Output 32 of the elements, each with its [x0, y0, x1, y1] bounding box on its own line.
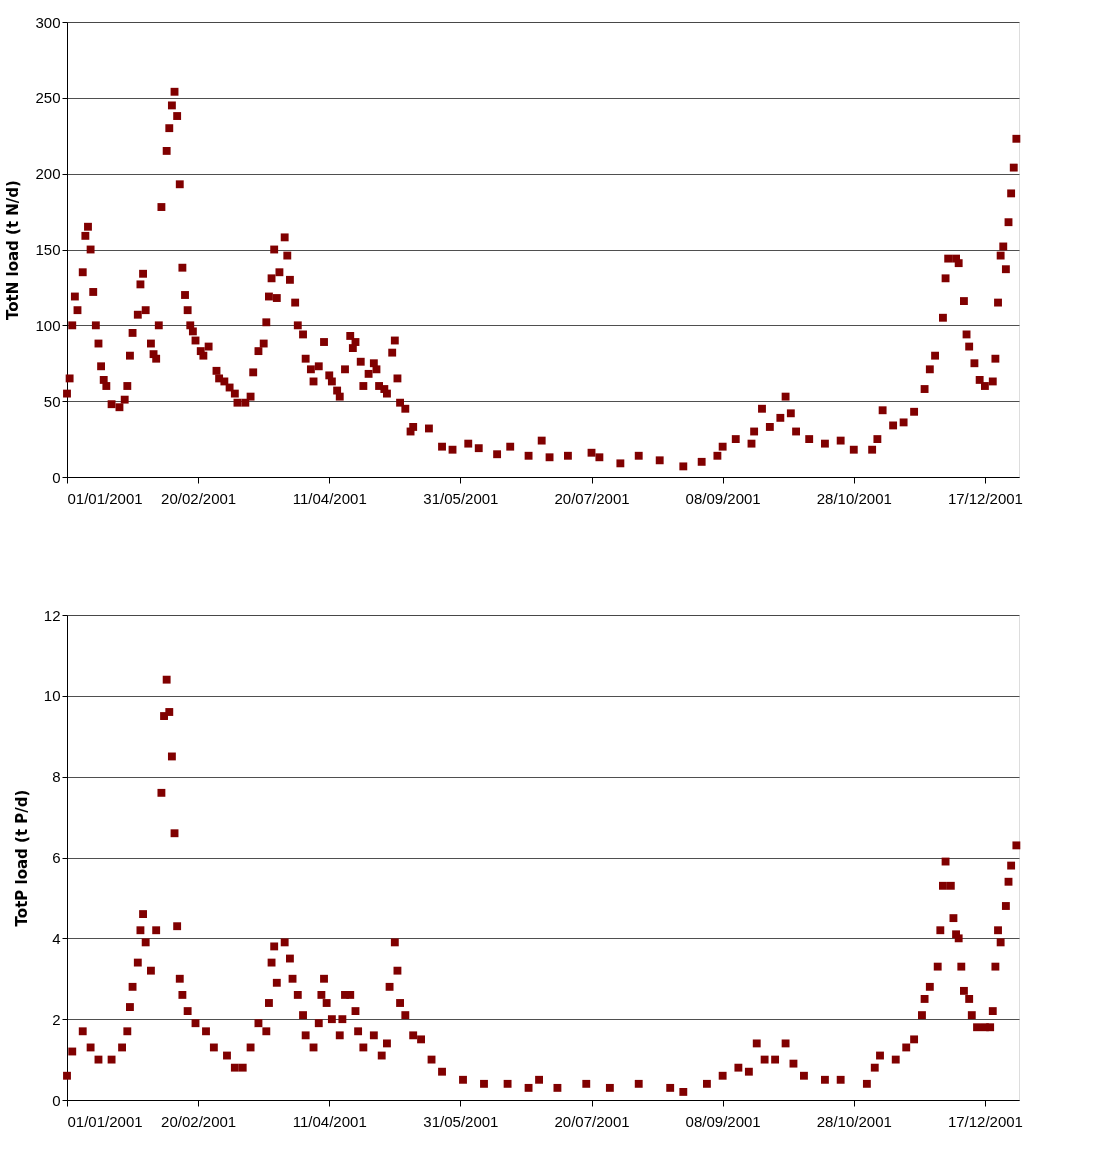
y-tick-label: 300 — [35, 13, 61, 31]
y-tick-label: 100 — [35, 316, 61, 334]
x-tick-label: 20/07/2001 — [554, 1112, 630, 1130]
x-tick-label: 28/10/2001 — [816, 1112, 892, 1130]
y-tick-label: 200 — [35, 165, 61, 183]
y-axis-title: TotN load (t N/d) — [4, 180, 23, 320]
x-tick-label: 11/04/2001 — [292, 1112, 367, 1130]
y-tick-label: 150 — [35, 241, 61, 258]
x-tick-label: 08/09/2001 — [685, 489, 761, 507]
x-tick-label: 17/12/2001 — [947, 1112, 1023, 1130]
x-tick-label: 01/01/2001 — [67, 1112, 143, 1130]
y-tick-label: 12 — [43, 606, 61, 624]
y-tick-label: 50 — [43, 392, 61, 410]
x-tick-label: 20/02/2001 — [161, 1112, 237, 1130]
x-tick-label: 17/12/2001 — [947, 489, 1023, 507]
y-tick-label: 0 — [52, 1091, 61, 1109]
y-axis-title: TotP load (t P/d) — [12, 789, 31, 927]
y-tick-label: 10 — [43, 687, 61, 705]
y-tick-label: 4 — [52, 929, 61, 947]
x-tick-label: 20/07/2001 — [554, 489, 630, 507]
y-tick-label: 0 — [52, 468, 61, 486]
x-tick-label: 20/02/2001 — [161, 489, 237, 507]
y-tick-label: 2 — [52, 1010, 61, 1028]
x-tick-label: 31/05/2001 — [423, 1112, 499, 1130]
x-tick-label: 28/10/2001 — [816, 489, 892, 507]
x-tick-label: 08/09/2001 — [685, 1112, 761, 1130]
y-tick-label: 6 — [52, 849, 61, 866]
y-tick-label: 250 — [35, 89, 61, 107]
y-tick-label: 8 — [52, 768, 61, 786]
x-tick-label: 11/04/2001 — [292, 489, 367, 507]
x-tick-label: 31/05/2001 — [423, 489, 499, 507]
x-tick-label: 01/01/2001 — [67, 489, 143, 507]
